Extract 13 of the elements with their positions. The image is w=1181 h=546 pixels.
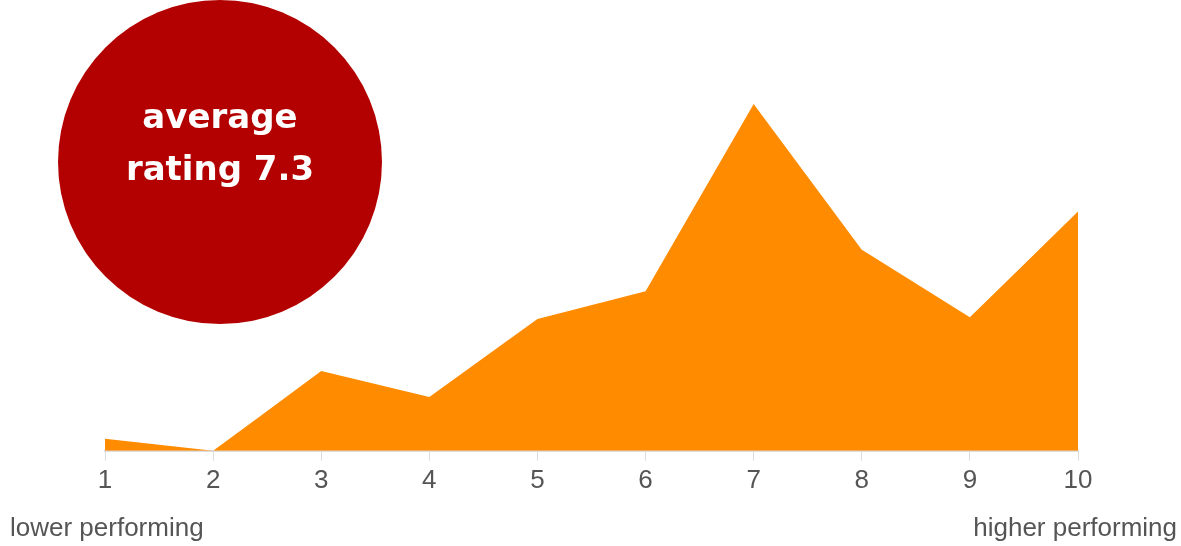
x-tick-label: 4 bbox=[422, 463, 437, 494]
x-tick-label: 1 bbox=[97, 463, 113, 494]
x-tick-label: 6 bbox=[638, 463, 653, 494]
x-tick-label: 3 bbox=[313, 463, 329, 494]
text: lower performing bbox=[10, 512, 204, 543]
x-tick-label: 10 bbox=[1063, 463, 1093, 494]
x-tick-label: 2 bbox=[205, 463, 221, 494]
x-tick-label: 8 bbox=[854, 463, 870, 494]
x-tick-label: 7 bbox=[746, 463, 761, 494]
text: higher performing bbox=[973, 512, 1177, 543]
x-tick-label: 9 bbox=[962, 463, 978, 494]
x-tick-label: 5 bbox=[530, 463, 545, 494]
annotation: average rating 7.3 bbox=[124, 95, 316, 190]
